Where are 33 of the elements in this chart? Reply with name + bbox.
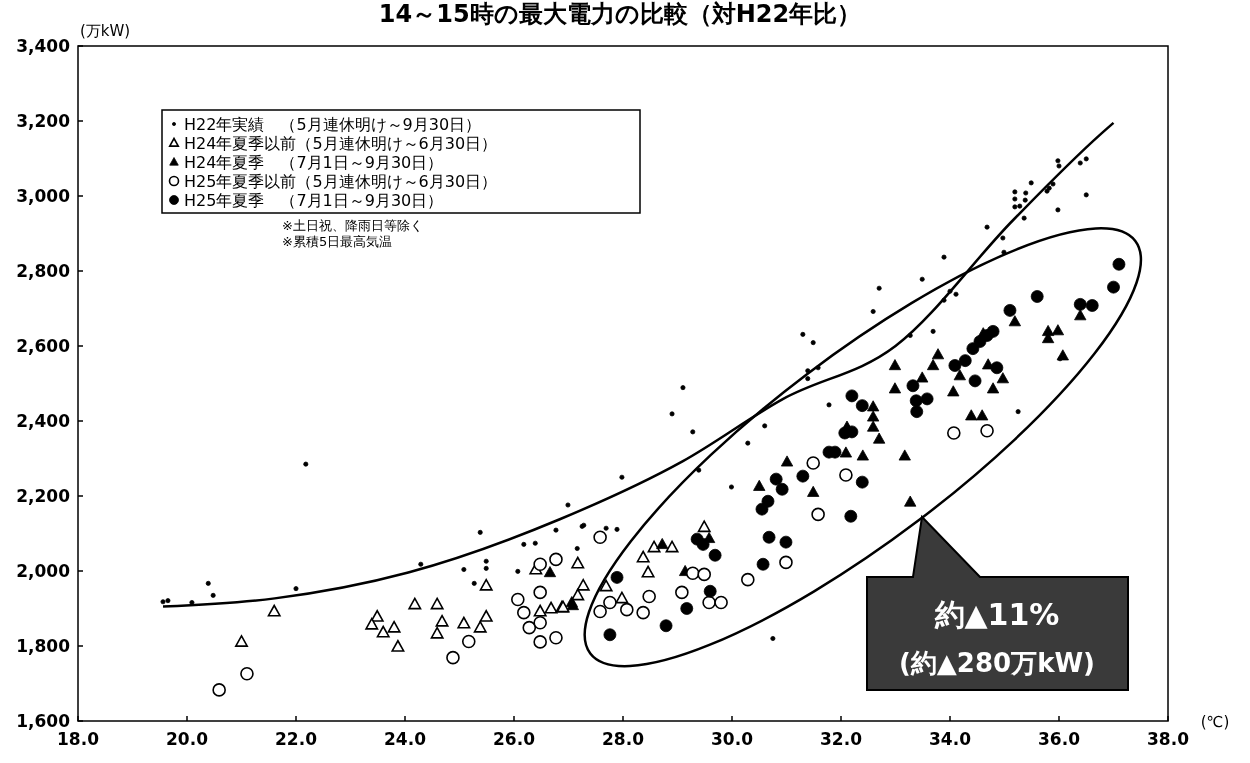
y-tick-label: 2,600 bbox=[16, 336, 71, 356]
y-tick-label: 3,200 bbox=[16, 111, 71, 131]
x-tick-label: 32.0 bbox=[820, 729, 863, 749]
x-tick-label: 20.0 bbox=[166, 729, 209, 749]
y-tick-label: 2,400 bbox=[16, 411, 71, 431]
x-tick-label: 26.0 bbox=[493, 729, 536, 749]
y-tick-label: 1,800 bbox=[16, 636, 71, 656]
y-tick-label: 2,800 bbox=[16, 261, 71, 281]
y-tick-label: 2,200 bbox=[16, 486, 71, 506]
y-tick-label: 2,000 bbox=[16, 561, 71, 581]
x-tick-label: 22.0 bbox=[275, 729, 318, 749]
legend-label: H24年夏季 （7月1日～9月30日） bbox=[184, 153, 444, 172]
x-tick-label: 28.0 bbox=[602, 729, 645, 749]
x-tick-label: 30.0 bbox=[711, 729, 754, 749]
x-tick-label: 24.0 bbox=[384, 729, 427, 749]
annotation: ※土日祝、降雨日等除く bbox=[282, 218, 423, 233]
y-axis-title: (万kW) bbox=[79, 22, 131, 40]
x-tick-label: 34.0 bbox=[929, 729, 972, 749]
chart-title: 14～15時の最大電力の比較（対H22年比） bbox=[378, 0, 862, 28]
x-tick-label: 38.0 bbox=[1147, 729, 1190, 749]
legend-label: H24年夏季以前（5月連休明け～6月30日） bbox=[184, 134, 498, 153]
x-axis-title: (℃) bbox=[1200, 713, 1230, 731]
y-tick-label: 1,600 bbox=[16, 711, 71, 731]
y-tick-label: 3,000 bbox=[16, 186, 71, 206]
x-tick-label: 36.0 bbox=[1038, 729, 1081, 749]
annotation: (約▲280万kW) bbox=[898, 648, 1096, 678]
legend-label: H25年夏季以前（5月連休明け～6月30日） bbox=[184, 172, 498, 191]
legend-label: H25年夏季 （7月1日～9月30日） bbox=[184, 191, 444, 210]
y-tick-label: 3,400 bbox=[16, 36, 71, 56]
legend-label: H22年実績 （5月連休明け～9月30日） bbox=[184, 115, 482, 134]
x-tick-label: 18.0 bbox=[57, 729, 100, 749]
annotation: ※累積5日最高気温 bbox=[282, 234, 393, 249]
annotation: 約▲11% bbox=[933, 597, 1060, 632]
